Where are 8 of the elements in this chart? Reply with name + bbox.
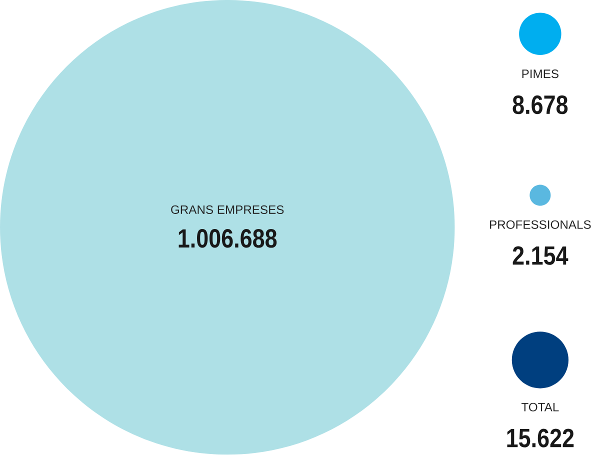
data-label: 2.154 bbox=[512, 246, 568, 266]
data-label: 15.622 bbox=[507, 428, 574, 448]
category-label: PIMES bbox=[522, 70, 558, 78]
category-label: GRANS EMPRESES bbox=[171, 206, 284, 214]
data-label: 8.678 bbox=[512, 96, 568, 114]
category-label: TOTAL bbox=[521, 402, 559, 412]
category-label: PROFESSIONALS bbox=[490, 220, 591, 230]
data-label: 1.006.688 bbox=[178, 229, 277, 248]
